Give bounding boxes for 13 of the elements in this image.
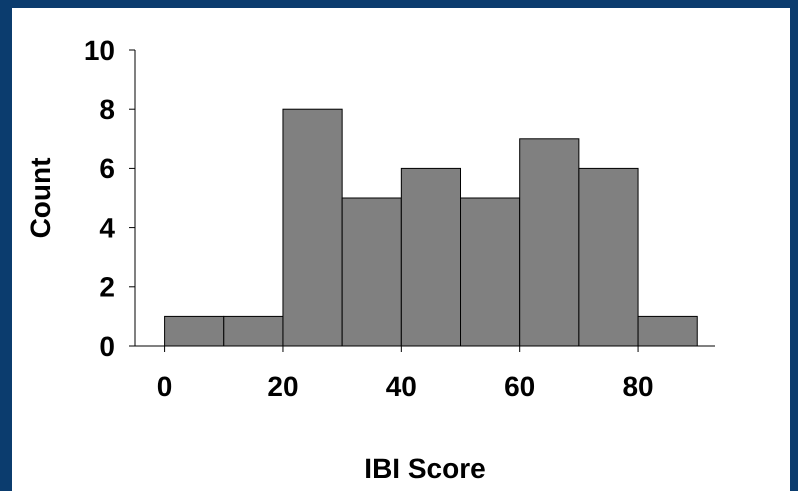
x-axis-title: IBI Score [364,453,486,484]
x-tick-label: 60 [504,371,536,402]
y-tick-label: 4 [99,212,116,244]
y-tick-label: 2 [99,272,115,303]
y-axis-title: Count [25,158,56,238]
x-tick-label: 20 [267,371,299,402]
y-tick-label: 8 [99,94,115,125]
x-tick-label: 80 [622,371,654,402]
x-tick-label: 0 [156,371,172,402]
y-tick-label: 10 [84,34,115,66]
x-tick-label: 40 [386,371,417,402]
y-tick-label: 6 [99,153,115,184]
y-tick-label: 0 [99,330,115,362]
